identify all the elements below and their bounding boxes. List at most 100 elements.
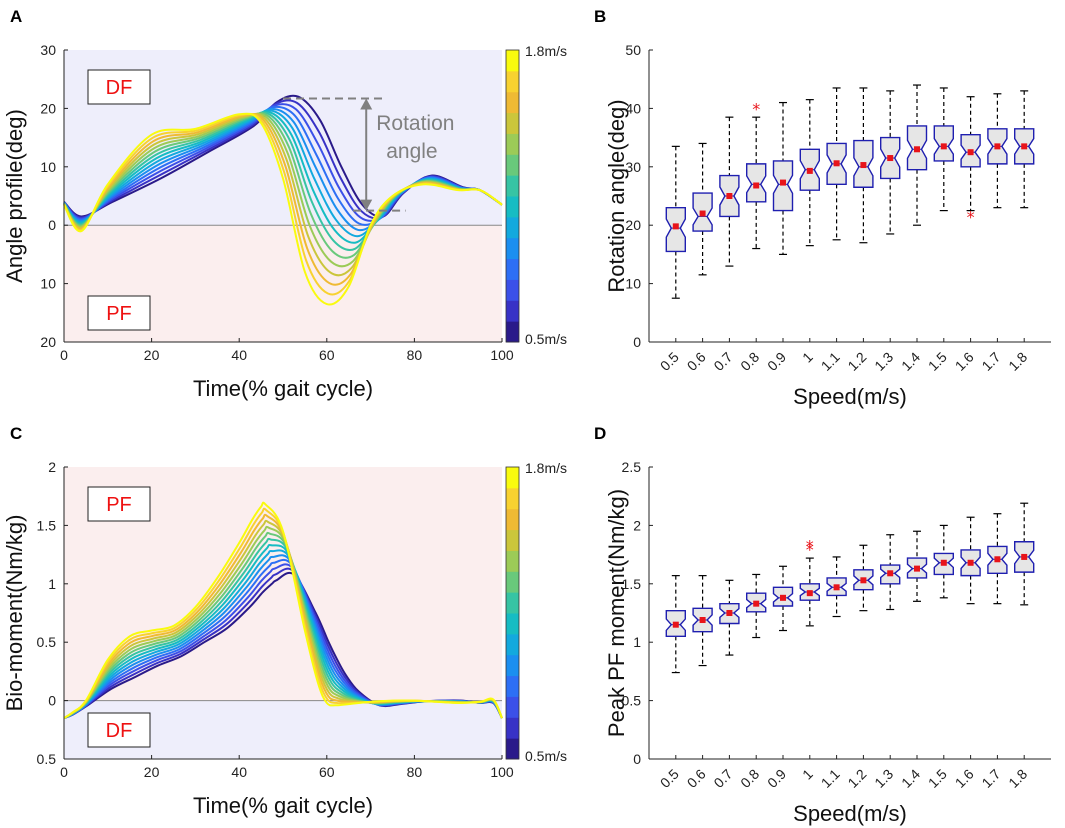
annotation-line1: Rotation [376,112,454,135]
speed-curves [63,501,503,720]
x-tick-label: 1.7 [978,349,1003,374]
x-tick-label: 80 [407,347,423,363]
mean-marker [967,149,974,156]
colorbar-segment [506,467,519,489]
speed-curves [63,94,503,306]
y-axis-label: Peak PF moment(Nm/kg) [604,489,629,737]
mean-marker [887,155,894,162]
box-1.2 [853,87,874,244]
x-tick-label: 40 [231,347,247,363]
mean-marker [780,594,786,601]
colorbar-segment [506,592,519,614]
colorbar-segment [506,675,519,697]
y-axis-label: Bio-moment(Nm/kg) [2,515,27,712]
box-1: ** [799,536,820,627]
y-axis-label: Angle profile(deg) [2,109,27,283]
colorbar-segment [506,70,519,93]
mean-marker [887,570,894,577]
y-tick-label: 40 [625,100,641,116]
x-tick-label: 1.1 [818,349,843,374]
x-tick-label: 1.2 [844,349,869,374]
x-tick-label: 100 [490,764,514,780]
x-tick-label: 1.8 [1005,766,1030,791]
y-tick-label: 0 [48,693,56,709]
colorbar-segment [506,279,519,301]
mean-marker [753,182,760,189]
colorbar-segment [506,175,519,197]
box-1.3 [880,534,901,611]
bottom-region-box [87,712,151,748]
box-body [772,160,794,212]
colorbar-segment [506,196,519,218]
y-tick-label: 0.5 [622,693,642,709]
colorbar-segment [506,717,519,739]
x-tick-label: 80 [407,764,423,780]
box-0.6 [692,575,713,667]
speed-curve-1.8 [63,501,503,719]
colorbar-segment [506,154,519,176]
box-0.9 [772,565,794,632]
x-tick-label: 1.6 [952,766,977,791]
x-tick-label: 60 [319,764,335,780]
box-1.6: * [960,96,981,226]
outlier-marker: * [752,99,760,118]
y-tick-label: 0 [633,751,641,767]
x-tick-label: 0 [60,347,68,363]
box-1.1 [826,556,847,618]
colorbar-segment [506,300,519,322]
colorbar-segment [506,216,519,239]
top-region-box [87,486,151,522]
colorbar-max-label: 1.8m/s [525,43,567,59]
box-body [665,206,686,253]
mean-marker [833,160,840,167]
panel-letter-D: D [594,424,606,443]
x-tick-label: 60 [319,347,335,363]
y-tick-label: 2 [48,459,56,475]
box-1.4 [906,530,928,602]
y-axis-label: Rotation angle(deg) [604,99,629,292]
mean-marker [699,617,706,624]
y-tick-label: 2 [633,517,641,533]
colorbar-segment [506,571,519,593]
y-tick-label: 10 [625,276,641,292]
x-tick-label: 100 [490,347,514,363]
y-tick-label: 10 [40,159,56,175]
box-1.6 [960,516,981,605]
y-tick-label: 0 [48,217,56,233]
box-0.9 [772,101,794,255]
x-tick-label: 20 [144,764,160,780]
annotation-line2: angle [386,140,437,163]
colorbar-segment [506,738,519,760]
box-1.7 [987,513,1008,605]
box-0.7 [719,116,740,267]
x-tick-label: 1.2 [844,766,869,791]
mean-marker [914,146,920,153]
panel-letter-B: B [594,7,606,26]
top-region-label: PF [106,494,132,516]
x-tick-label: 0.9 [764,766,789,791]
box-0.5 [665,575,686,674]
y-tick-label: 1 [633,634,641,650]
colorbar-segment [506,50,519,72]
x-tick-label: 20 [144,347,160,363]
x-tick-label: 1.4 [898,766,923,791]
y-tick-label: 0.5 [37,634,57,650]
x-tick-label: 40 [231,764,247,780]
panel-D: 00.511.522.50.5 0.6 0.7 0.8 0.9**1 1.1 1.2 1.3 1… [622,459,1051,826]
box-1.8 [1014,502,1035,606]
colorbar-segment [506,508,519,531]
mean-marker [860,577,867,584]
mean-marker [753,600,760,607]
x-tick-label: 0 [60,764,68,780]
x-tick-label: 0.5 [657,766,682,791]
colorbar-segment [506,112,519,134]
x-tick-label: 1.6 [952,349,977,374]
colorbar-segment [506,696,519,718]
colorbar-segment [506,487,519,510]
mean-marker [940,559,947,566]
colorbar-segment [506,529,519,551]
colorbar-segment [506,613,519,635]
